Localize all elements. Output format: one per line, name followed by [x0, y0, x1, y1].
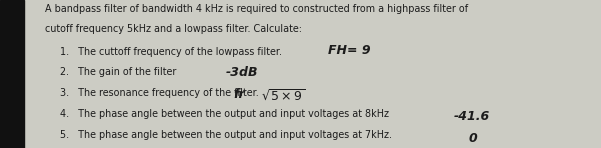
Text: -3dB: -3dB [225, 66, 258, 79]
Text: fr: fr [233, 88, 245, 101]
Text: 1.   The cuttoff frequency of the lowpass filter.: 1. The cuttoff frequency of the lowpass … [60, 47, 282, 57]
Text: -41.6: -41.6 [454, 110, 490, 123]
Text: cutoff frequency 5kHz and a lowpass filter. Calculate:: cutoff frequency 5kHz and a lowpass filt… [45, 24, 302, 34]
Text: 0: 0 [469, 132, 478, 145]
Text: FH= 9: FH= 9 [328, 44, 370, 57]
Text: $\sqrt{5\times9}$: $\sqrt{5\times9}$ [261, 89, 306, 104]
Text: 2.   The gain of the filter: 2. The gain of the filter [60, 67, 177, 77]
Text: A bandpass filter of bandwidth 4 kHz is required to constructed from a highpass : A bandpass filter of bandwidth 4 kHz is … [45, 4, 468, 15]
Text: 5.   The phase angle between the output and input voltages at 7kHz.: 5. The phase angle between the output an… [60, 130, 392, 140]
Bar [0, 0, 24, 148]
Text: 4.   The phase angle between the output and input voltages at 8kHz: 4. The phase angle between the output an… [60, 109, 389, 119]
Text: 3.   The resonance frequency of the filter.: 3. The resonance frequency of the filter… [60, 88, 259, 98]
